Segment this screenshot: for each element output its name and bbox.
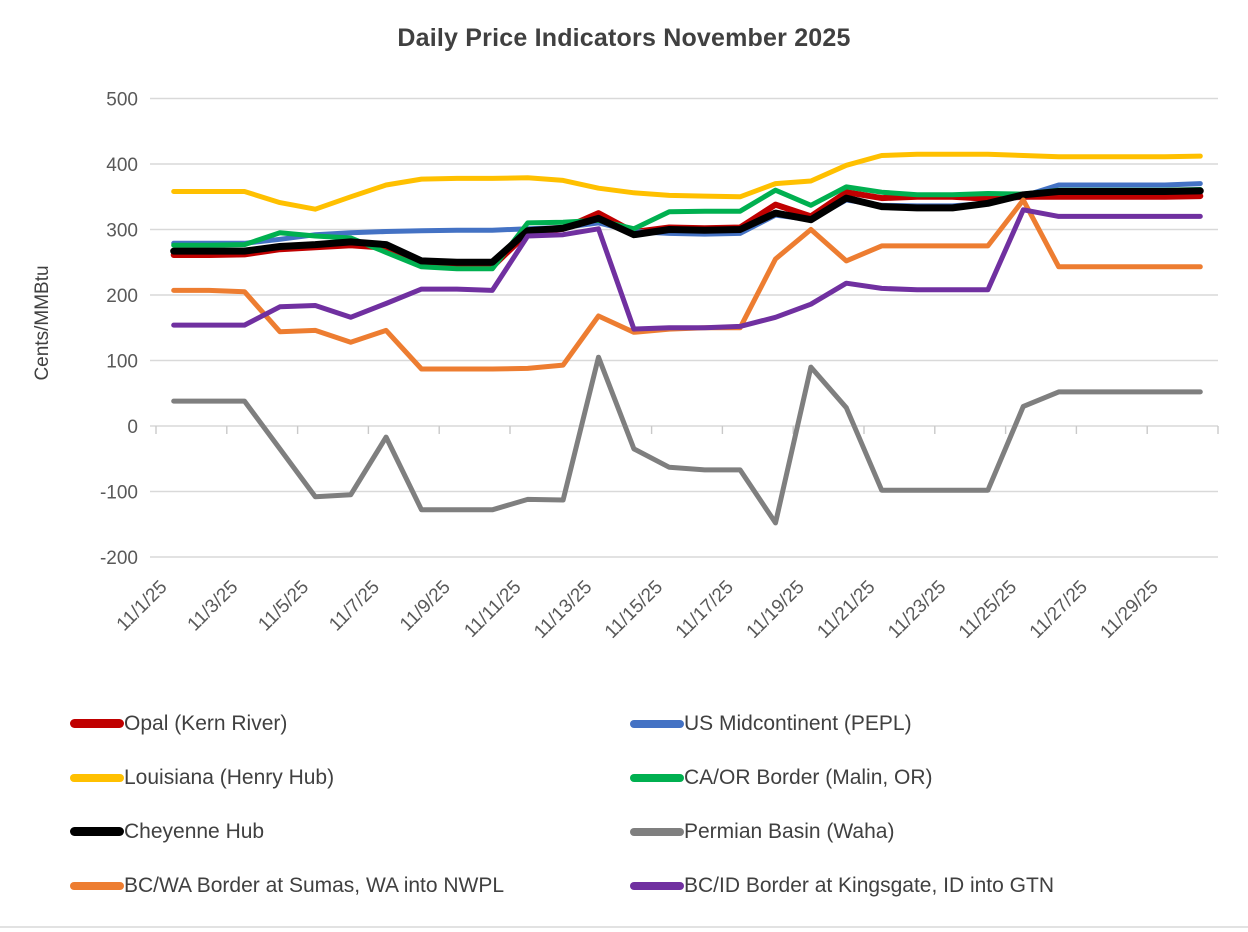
x-tick-label-11-25-25: 11/25/25 xyxy=(955,577,1021,643)
y-tick-label-500: 500 xyxy=(106,90,138,111)
x-tick-label-11-23-25: 11/23/25 xyxy=(884,577,950,643)
x-tick-label-11-5-25: 11/5/25 xyxy=(254,577,313,636)
y-tick-label-200: 200 xyxy=(106,286,138,307)
legend-item-bc-wa-border-at-sumas-wa-into-nwpl: BC/WA Border at Sumas, WA into NWPL xyxy=(70,870,630,901)
chart-legend: Opal (Kern River) US Midcontinent (PEPL) L… xyxy=(70,708,1210,901)
series-line-bc-id-border-at-kingsgate-id-into-gtn xyxy=(171,207,1203,332)
x-tick-label-11-1-25: 11/1/25 xyxy=(113,577,172,636)
y-tick-label-0: 0 xyxy=(127,417,138,438)
series-line-louisiana-henry-hub xyxy=(171,151,1203,212)
x-tick-label-11-21-25: 11/21/25 xyxy=(813,577,879,643)
legend-label-bc-wa-border-at-sumas-wa-into-nwpl: BC/WA Border at Sumas, WA into NWPL xyxy=(124,873,505,897)
x-tick-label-11-17-25: 11/17/25 xyxy=(672,577,738,643)
legend-item-permian-basin-waha: Permian Basin (Waha) xyxy=(630,816,1210,847)
legend-swatch-permian-basin-waha xyxy=(630,827,684,836)
series-line-permian-basin-waha xyxy=(171,354,1203,526)
legend-item-cheyenne-hub: Cheyenne Hub xyxy=(70,816,630,847)
x-tick-label-11-11-25: 11/11/25 xyxy=(460,577,525,642)
y-tick-label--100: -100 xyxy=(100,483,138,504)
legend-item-bc-id-border-at-kingsgate-id-into-gtn: BC/ID Border at Kingsgate, ID into GTN xyxy=(630,870,1210,901)
x-tick-label-11-7-25: 11/7/25 xyxy=(325,577,384,636)
legend-item-opal-kern-river: Opal (Kern River) xyxy=(70,708,630,739)
bottom-window-edge xyxy=(0,926,1248,932)
legend-item-louisiana-henry-hub: Louisiana (Henry Hub) xyxy=(70,762,630,793)
legend-label-louisiana-henry-hub: Louisiana (Henry Hub) xyxy=(124,765,335,789)
legend-swatch-ca-or-border-malin-or xyxy=(630,773,684,782)
legend-label-ca-or-border-malin-or: CA/OR Border (Malin, OR) xyxy=(684,765,933,789)
chart-title: Daily Price Indicators November 2025 xyxy=(397,24,851,52)
x-tick-label-11-3-25: 11/3/25 xyxy=(184,577,243,636)
legend-label-permian-basin-waha: Permian Basin (Waha) xyxy=(684,819,895,843)
legend-swatch-bc-wa-border-at-sumas-wa-into-nwpl xyxy=(70,881,124,890)
legend-item-us-midcontinent-pepl: US Midcontinent (PEPL) xyxy=(630,708,1210,739)
legend-label-bc-id-border-at-kingsgate-id-into-gtn: BC/ID Border at Kingsgate, ID into GTN xyxy=(684,873,1054,897)
legend-swatch-bc-id-border-at-kingsgate-id-into-gtn xyxy=(630,881,684,890)
x-tick-label-11-13-25: 11/13/25 xyxy=(530,577,596,643)
legend-item-ca-or-border-malin-or: CA/OR Border (Malin, OR) xyxy=(630,762,1210,793)
x-tick-label-11-29-25: 11/29/25 xyxy=(1097,577,1163,643)
x-tick-label-11-19-25: 11/19/25 xyxy=(743,577,809,643)
legend-swatch-louisiana-henry-hub xyxy=(70,773,124,782)
y-tick-label-400: 400 xyxy=(106,155,138,176)
legend-swatch-cheyenne-hub xyxy=(70,827,124,836)
x-tick-label-11-27-25: 11/27/25 xyxy=(1026,577,1092,643)
y-tick-label--200: -200 xyxy=(100,548,138,569)
series-line-cheyenne-hub xyxy=(170,187,1204,266)
x-tick-label-11-9-25: 11/9/25 xyxy=(396,577,455,636)
legend-label-opal-kern-river: Opal (Kern River) xyxy=(124,711,288,735)
y-tick-label-300: 300 xyxy=(106,221,138,242)
x-tick-label-11-15-25: 11/15/25 xyxy=(601,577,667,643)
legend-swatch-opal-kern-river xyxy=(70,719,124,728)
legend-label-us-midcontinent-pepl: US Midcontinent (PEPL) xyxy=(684,711,912,735)
y-tick-label-100: 100 xyxy=(106,352,138,373)
legend-label-cheyenne-hub: Cheyenne Hub xyxy=(124,819,265,843)
legend-swatch-us-midcontinent-pepl xyxy=(630,719,684,728)
